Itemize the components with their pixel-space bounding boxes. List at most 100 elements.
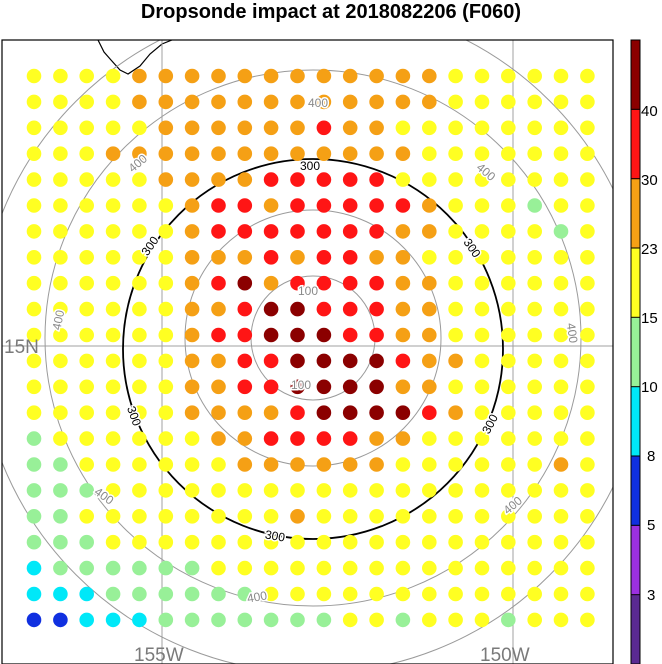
impact-dot (79, 224, 94, 239)
contour-label-100: 100 (291, 378, 311, 392)
impact-dot (395, 612, 411, 628)
impact-dot (527, 301, 542, 317)
impact-dot (290, 68, 305, 84)
impact-dot (342, 327, 358, 343)
impact-dot (553, 483, 569, 498)
impact-dot (342, 457, 358, 472)
impact-dot (263, 146, 279, 161)
impact-dot (105, 301, 121, 317)
impact-dot (316, 249, 332, 265)
impact-dot (132, 249, 147, 265)
impact-dot (553, 353, 569, 369)
impact-dot (316, 94, 332, 110)
impact-dot (184, 560, 200, 576)
impact-dot (527, 457, 542, 472)
impact-dot (132, 353, 147, 369)
impact-dot (553, 379, 569, 395)
impact-dot (342, 353, 358, 369)
impact-dot (501, 249, 516, 265)
impact-dot (527, 327, 542, 343)
impact-dot (132, 120, 147, 136)
impact-dot (580, 301, 595, 317)
impact-dot (263, 249, 279, 265)
impact-dot (26, 457, 42, 472)
impact-dot (184, 353, 200, 369)
impact-dot (105, 198, 121, 213)
impact-dot (580, 586, 595, 602)
impact-dot (211, 509, 226, 524)
impact-dot (395, 457, 411, 472)
impact-dot (527, 509, 542, 524)
impact-dot (237, 275, 253, 291)
impact-dot (553, 327, 569, 343)
impact-dot (79, 172, 94, 187)
impact-dot (237, 94, 253, 110)
impact-dot (422, 327, 437, 343)
impact-dot (290, 146, 305, 161)
impact-dot (395, 249, 411, 265)
impact-dot (553, 172, 569, 187)
impact-dot (448, 560, 463, 576)
impact-dot (316, 198, 332, 213)
impact-dot (132, 198, 147, 213)
impact-dot (501, 612, 516, 628)
impact-dot (158, 483, 174, 498)
impact-dot (158, 560, 174, 576)
impact-dot (79, 405, 94, 421)
impact-dot (211, 534, 226, 550)
impact-dot (184, 94, 200, 110)
impact-dot (369, 120, 384, 136)
impact-dot (53, 224, 68, 239)
colorbar-band (631, 594, 640, 664)
contour-label-300: 300 (264, 527, 286, 544)
impact-dot (290, 301, 305, 317)
impact-dot (26, 431, 42, 446)
impact-dot (53, 327, 68, 343)
impact-dot (263, 379, 279, 395)
impact-dot (211, 405, 226, 421)
impact-dot (79, 560, 94, 576)
impact-dot (132, 68, 147, 84)
impact-dot (105, 379, 121, 395)
impact-dot (211, 275, 226, 291)
impact-dot (501, 483, 516, 498)
impact-dot (184, 301, 200, 317)
impact-dot (474, 120, 490, 136)
impact-dot (26, 534, 42, 550)
impact-dot (316, 379, 332, 395)
impact-dot (290, 509, 305, 524)
impact-dot (553, 612, 569, 628)
impact-dot (53, 275, 68, 291)
impact-dot (342, 431, 358, 446)
impact-dot (342, 68, 358, 84)
impact-dot (474, 534, 490, 550)
impact-dot (422, 224, 437, 239)
impact-dot (422, 483, 437, 498)
impact-dot (211, 172, 226, 187)
impact-dot (422, 146, 437, 161)
impact-dot (26, 120, 42, 136)
colorbar-bands (631, 40, 640, 664)
impact-dot (53, 68, 68, 84)
impact-dot (501, 172, 516, 187)
impact-dot (105, 120, 121, 136)
impact-dot (342, 560, 358, 576)
impact-dot (501, 68, 516, 84)
impact-dot (527, 379, 542, 395)
impact-dot (553, 275, 569, 291)
impact-dot (501, 275, 516, 291)
impact-dot (316, 586, 332, 602)
impact-dot (422, 457, 437, 472)
impact-dot (211, 198, 226, 213)
impact-dot (53, 353, 68, 369)
impact-dot (105, 405, 121, 421)
impact-dot (79, 353, 94, 369)
impact-dot (395, 509, 411, 524)
impact-dot (263, 94, 279, 110)
impact-dot (158, 586, 174, 602)
colorbar-label: 40 (641, 103, 658, 120)
impact-dot (184, 68, 200, 84)
impact-dot (105, 431, 121, 446)
impact-dot (474, 146, 490, 161)
